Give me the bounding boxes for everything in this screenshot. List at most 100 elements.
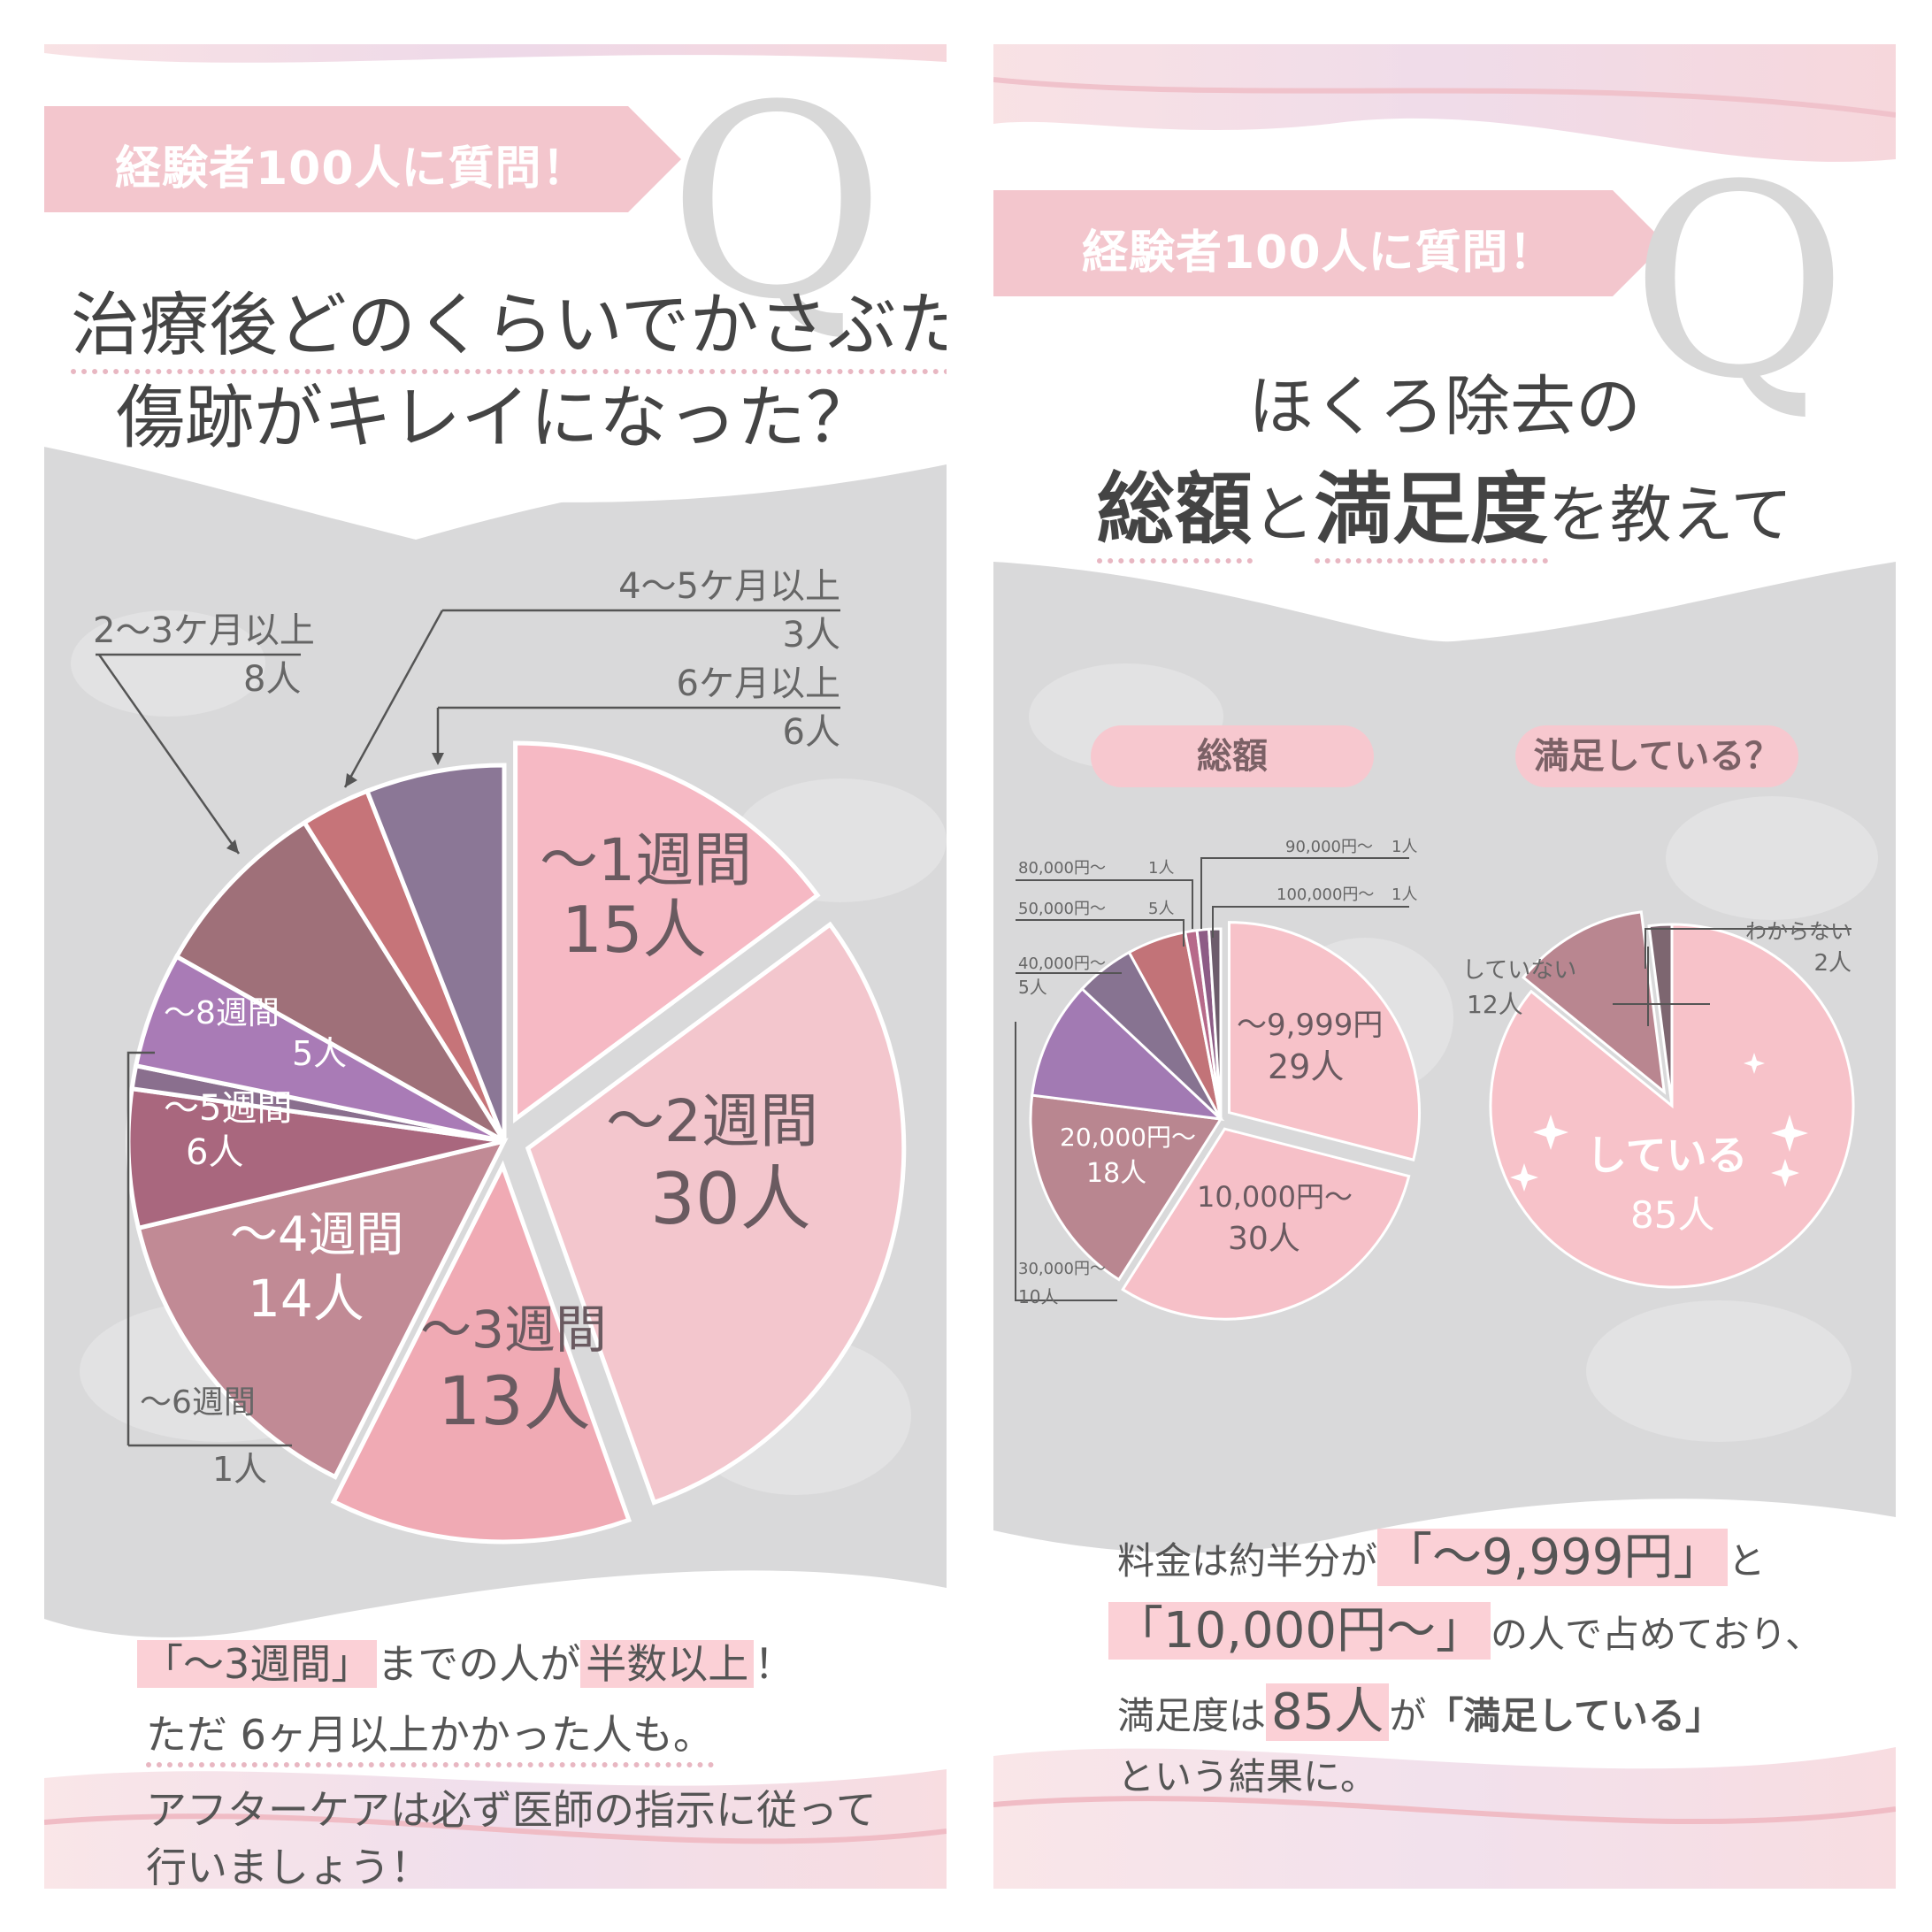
cost-value-40000: 5人 [1018,977,1047,998]
cost-label-9999: 〜9,999円 [1237,1008,1384,1043]
right-title-line1: ほくろ除去の [1248,369,1641,445]
arrow-4-5months [345,773,357,787]
right-summary-l2-hl: 「10,000円〜」 [1108,1602,1491,1660]
cost-label-10000: 10,000円〜 [1197,1180,1353,1214]
left-leader-lines [96,609,840,1447]
sat-value-yes: 85人 [1630,1193,1715,1237]
slice-value-2weeks: 30人 [650,1158,811,1240]
right-summary-l3-b: が [1389,1694,1427,1737]
healing-slice-0 [513,740,821,1123]
left-banner-text: 経験者100人に質問！ [115,142,589,196]
healing-slice-3 [135,1138,509,1480]
left-summary-line3: アフターケアは必ず医師の指示に従って [146,1786,877,1834]
right-leader-lines [1015,857,1852,1301]
arrow-6months [432,753,444,765]
cost-value-10000: 30人 [1228,1221,1300,1257]
left-summary-highlight-3weeks: 「〜3週間」 [137,1640,378,1688]
right-title-satisfaction: 満足度 [1314,464,1548,564]
right-banner-text: 経験者100人に質問！ [1082,226,1556,280]
left-summary-highlight-half: 半数以上 [580,1640,755,1688]
cost-label-40000: 40,000円〜 [1018,954,1106,973]
left-summary-text-mid: までの人が [377,1640,581,1688]
slice-label-6months: 6ケ月以上 [676,663,840,704]
left-q-letter: Q [668,49,886,357]
sat-value-unknown: 2人 [1813,950,1852,977]
slice-value-6months: 6人 [782,712,840,753]
cost-label-50000: 50,000円〜 [1018,900,1106,918]
healing-slice-2 [330,1160,632,1545]
cost-value-50000: 5人 [1148,900,1175,918]
cost-pie-slices [1029,921,1421,1321]
sparkle-icon [1771,1159,1799,1187]
sparkle-icons [1510,1053,1808,1192]
cost-value-30000: 10人 [1018,1286,1059,1307]
right-summary-l3-hl: 85人 [1266,1683,1390,1741]
pill-satisfied: 満足している？ [1515,725,1798,787]
slice-label-2weeks: 〜2週間 [606,1087,818,1155]
leader-4-5months [343,610,444,788]
cost-label-100000: 100,000円〜 [1276,886,1375,904]
right-q-letter: Q [1630,128,1848,437]
left-title-line1-text: 治療後どのくらいでかさぶたや [71,286,947,374]
left-title-line1: 治療後どのくらいでかさぶたや [71,270,947,374]
cost-value-100000: 1人 [1392,886,1418,904]
right-title-line2: 総額と満足度を教えて [993,447,1896,564]
left-summary-text-end: ！ [754,1640,795,1688]
leader-80000 [1016,879,1193,929]
slice-value-3weeks: 13人 [438,1361,591,1440]
slice-label-6weeks: 〜6週間 [140,1384,256,1421]
satisfaction-slice-1 [1522,910,1667,1095]
sat-label-unknown: わからない [1745,919,1852,944]
cost-value-9999: 29人 [1268,1047,1345,1086]
right-summary-l3-a: 満足度は [1117,1694,1267,1737]
left-title-line2: 傷跡がキレイになった？ [115,379,875,458]
cost-label-90000: 90,000円〜 [1285,838,1373,856]
slice-value-1week: 15人 [562,893,707,967]
slice-value-2-3months: 8人 [243,659,302,700]
slice-label-1week: 〜1週間 [540,826,752,894]
slice-value-4-5months: 3人 [782,615,840,656]
cost-value-80000: 1人 [1148,859,1175,878]
left-summary-line2: ただ 6ヶ月以上かかった人も。 [146,1703,714,1767]
cost-slice-3 [1031,986,1225,1122]
cost-label-20000: 20,000円〜 [1060,1123,1196,1152]
right-title-total: 総額 [1096,464,1253,564]
cost-slice-2 [1029,1093,1223,1282]
leader-unknown [1644,928,1852,969]
slice-value-5weeks: 6人 [186,1132,244,1173]
right-banner-shape [993,190,1666,296]
cost-slice-8 [1207,927,1223,1120]
left-leader-arrows [226,753,444,854]
sat-label-no: していない [1462,957,1577,984]
right-title-rest: を教えて [1547,479,1793,551]
slice-label-8weeks: 〜8週間 [164,995,280,1031]
sparkle-icon [1771,1115,1808,1152]
slice-value-6weeks: 1人 [212,1450,268,1489]
slice-value-4weeks: 14人 [248,1269,364,1329]
slice-label-5weeks: 〜5週間 [164,1088,293,1129]
left-pie-chart [96,609,907,1545]
satisfaction-pie-slices [1489,910,1855,1289]
panel-healing-time: 経験者100人に質問！ Q 治療後どのくらいでかさぶたや 傷跡がキレイになった？… [44,44,947,1889]
satisfaction-slice-2 [1647,923,1674,1107]
cost-slice-0 [1227,921,1421,1162]
sparkle-icon [1533,1115,1568,1150]
leader-30000 [1015,1022,1117,1301]
slice-value-8weeks: 5人 [292,1034,348,1073]
sat-label-yes: している [1586,1131,1748,1179]
right-summary-l1-b: と [1728,1539,1766,1583]
left-pie-slices [126,740,907,1545]
left-summary-line4: 行いましょう！ [146,1844,431,1889]
leader-90000 [1200,857,1409,929]
arrow-2-3months [226,840,239,854]
right-summary-l3-c: 「満足している」 [1426,1694,1723,1737]
cost-slice-1 [1121,1127,1411,1321]
right-summary-l2-b: の人で占めており、 [1490,1613,1823,1656]
leader-100000 [1212,906,1409,938]
right-summary-l1-a: 料金は約半分が [1117,1539,1378,1583]
right-title-to: と [1252,479,1315,551]
leader-50000 [1016,919,1184,947]
slice-label-4-5months: 4〜5ケ月以上 [618,566,840,607]
sat-value-no: 12人 [1467,990,1523,1019]
panel-cost-satisfaction: 経験者100人に質問！ Q ほくろ除去の 総額と満足度を教えて 総額 満足してい… [993,44,1896,1889]
